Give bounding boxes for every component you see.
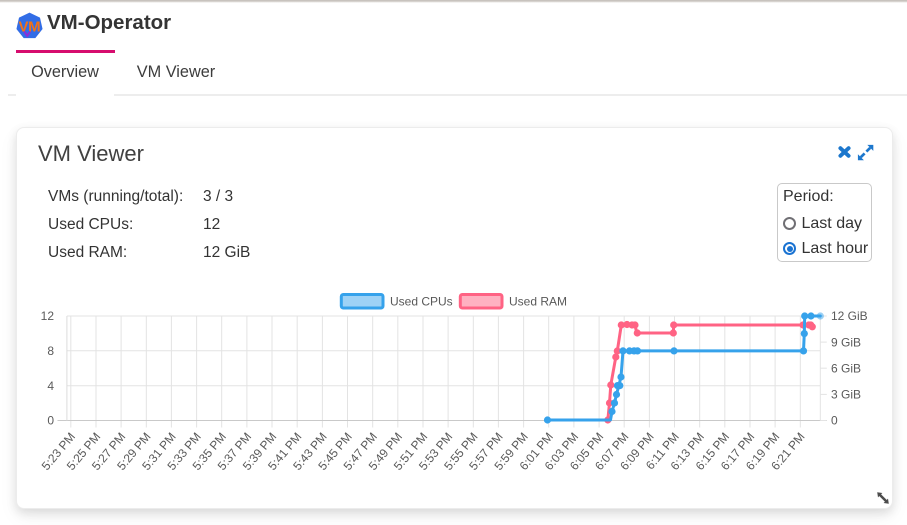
svg-text:VM: VM bbox=[19, 18, 41, 35]
svg-text:8: 8 bbox=[47, 344, 54, 358]
svg-text:9 GiB: 9 GiB bbox=[831, 335, 861, 349]
svg-text:6 GiB: 6 GiB bbox=[831, 361, 861, 375]
svg-text:12: 12 bbox=[41, 309, 55, 323]
svg-text:Used RAM: Used RAM bbox=[509, 295, 567, 309]
svg-text:0: 0 bbox=[831, 414, 838, 428]
svg-text:4: 4 bbox=[47, 379, 54, 393]
svg-text:12 GiB: 12 GiB bbox=[831, 309, 868, 323]
svg-text:3 GiB: 3 GiB bbox=[831, 388, 861, 402]
svg-text:Used CPUs: Used CPUs bbox=[390, 295, 453, 309]
svg-text:0: 0 bbox=[47, 414, 54, 428]
